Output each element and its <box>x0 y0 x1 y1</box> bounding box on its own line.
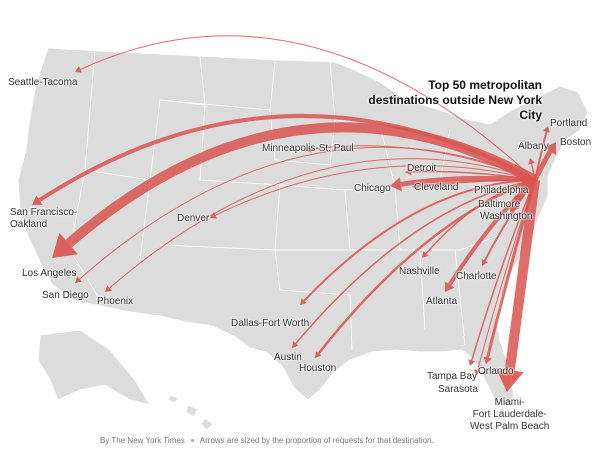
arrow-head <box>528 158 535 165</box>
arrow-head <box>481 259 488 266</box>
city-label: Detroit <box>407 163 437 174</box>
arrows <box>32 35 557 392</box>
arrow-head <box>292 341 299 348</box>
arrow-head <box>105 285 112 292</box>
arrow-head <box>32 195 43 205</box>
arrow-head <box>422 251 429 258</box>
arrow-head <box>52 233 78 258</box>
arrow-head <box>468 359 476 366</box>
city-label: Washington <box>480 211 533 222</box>
arrow-shaft <box>79 146 536 280</box>
arrow-shaft <box>513 178 537 206</box>
credit: By The New York Times <box>100 436 185 445</box>
city-label: Portland <box>550 118 588 129</box>
arrow-shaft <box>109 158 536 289</box>
arrow-head <box>510 201 520 212</box>
city-label: Nashville <box>399 266 440 277</box>
city-label: San Francisco- Oakland <box>10 207 78 230</box>
city-label: Cleveland <box>414 182 459 193</box>
city-label: Boston <box>560 137 592 148</box>
arrow-head <box>390 177 402 192</box>
arrow-shaft <box>215 165 536 216</box>
arrow-shaft <box>295 179 536 344</box>
map-title: Top 50 metropolitan destinations outside… <box>368 78 542 122</box>
city-label: Los Angeles <box>22 268 77 279</box>
arrow-shaft <box>317 178 536 355</box>
arrow-head <box>444 281 455 292</box>
arrow-head <box>412 182 419 190</box>
city-label: Denver <box>177 213 210 224</box>
arrow-shaft <box>310 145 536 181</box>
arrow-shaft <box>65 122 538 248</box>
alaska <box>37 329 152 406</box>
arrow-head <box>543 126 550 133</box>
arrow-shaft <box>504 179 540 371</box>
arrow-head <box>300 298 307 305</box>
arrow-head <box>315 351 322 358</box>
city-label: Chicago <box>354 183 391 194</box>
city-label: Miami- Fort Lauderdale- West Palm Beach <box>470 397 550 432</box>
arrow-head <box>210 212 217 219</box>
city-label: Phoenix <box>97 296 134 307</box>
arrow-shaft <box>532 150 553 182</box>
city-label: Baltimore <box>478 199 521 210</box>
arrow-head <box>495 368 524 392</box>
arrow-head <box>75 66 82 73</box>
arrow-head <box>483 356 492 364</box>
arrow-head <box>305 145 312 153</box>
arrow-shaft <box>410 170 536 181</box>
hawaii <box>167 394 214 431</box>
separator <box>190 439 194 442</box>
arrow-head <box>544 142 557 156</box>
city-label: Seattle-Tacoma <box>8 77 78 88</box>
city-label: Tampa Bay <box>427 371 478 382</box>
note: Arrows are sized by the proportion of re… <box>199 436 434 445</box>
city-label: Sarasota <box>438 384 479 395</box>
arrow-shaft <box>80 35 536 181</box>
city-label: San Diego <box>42 290 89 301</box>
city-label: Philadelphia <box>474 185 529 196</box>
city-label: Charlotte <box>456 271 497 282</box>
footer: By The New York Times Arrows are sized b… <box>100 436 434 445</box>
city-label: Albany <box>518 141 549 152</box>
arrow-head <box>474 369 481 376</box>
arrow-shaft <box>303 179 536 302</box>
arrow-head <box>75 276 82 283</box>
city-label: Dallas-Fort Worth <box>231 318 310 329</box>
city-label: Houston <box>299 363 337 374</box>
city-label: Austin <box>274 352 302 363</box>
arrow-shaft <box>471 179 536 361</box>
arrow-head <box>405 168 412 176</box>
city-label: Orlando <box>478 366 514 377</box>
city-label: Minneapolis-St. Paul <box>262 143 354 154</box>
city-label: Atlanta <box>426 296 458 307</box>
